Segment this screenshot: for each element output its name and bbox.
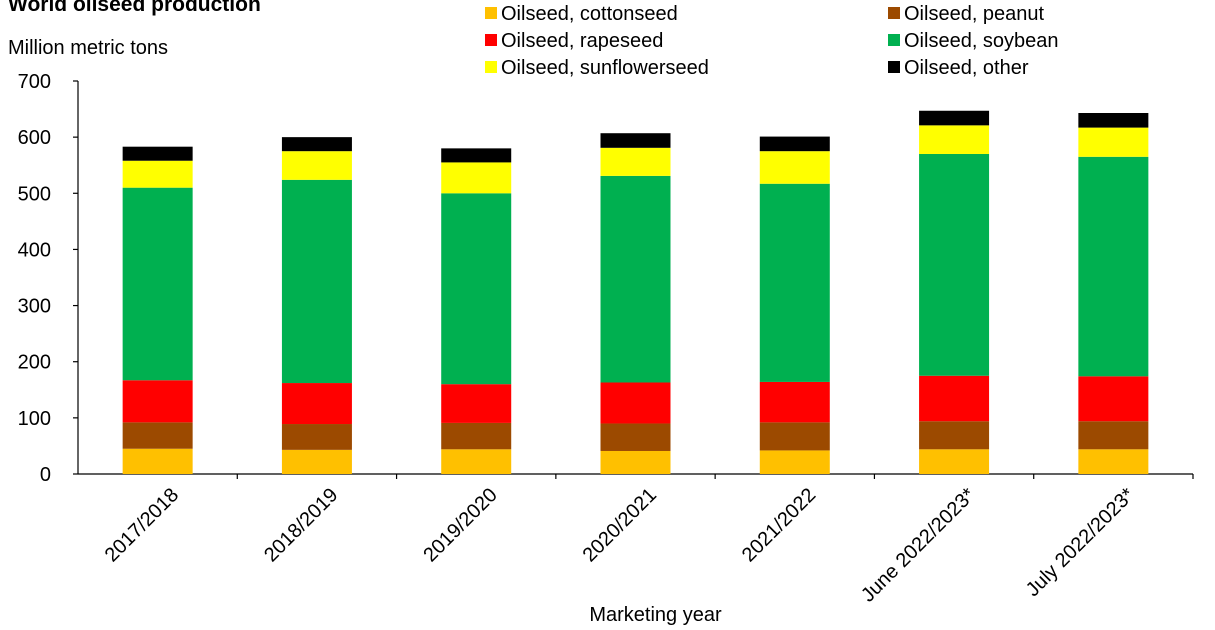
bar-segment-3-6 xyxy=(919,376,989,421)
bar-segment-2-3 xyxy=(441,423,511,449)
bar-segment-5-7 xyxy=(1078,128,1148,157)
bar-segment-5-4 xyxy=(601,148,671,176)
legend-label: Oilseed, rapeseed xyxy=(501,30,663,52)
y-tick-label: 100 xyxy=(18,408,51,430)
legend-label: Oilseed, cottonseed xyxy=(501,3,678,25)
bar-segment-1-3 xyxy=(441,449,511,474)
bar-segment-4-3 xyxy=(441,193,511,384)
bar-segment-5-6 xyxy=(919,125,989,154)
bar-segment-3-7 xyxy=(1078,376,1148,421)
bar-segment-4-2 xyxy=(282,180,352,383)
legend-swatch xyxy=(888,7,900,19)
bar-segment-6-6 xyxy=(919,111,989,126)
bar-segment-2-6 xyxy=(919,421,989,449)
y-tick-label: 200 xyxy=(18,352,51,374)
legend-swatch xyxy=(485,61,497,73)
legend-swatch xyxy=(485,7,497,19)
bar-segment-5-2 xyxy=(282,151,352,180)
bar-segment-4-7 xyxy=(1078,157,1148,377)
bar-segment-4-5 xyxy=(760,184,830,382)
x-tick-label: 2019/2020 xyxy=(419,484,501,566)
bar-segment-5-5 xyxy=(760,151,830,184)
bar-segment-1-5 xyxy=(760,450,830,474)
legend-swatch xyxy=(888,61,900,73)
bar-segment-2-1 xyxy=(123,422,193,448)
legend-swatch xyxy=(485,34,497,46)
y-tick-label: 400 xyxy=(18,239,51,261)
bar-segment-6-7 xyxy=(1078,113,1148,128)
bar-segment-2-2 xyxy=(282,424,352,450)
x-tick-label: July 2022/2023* xyxy=(1022,484,1139,601)
y-tick-label: 600 xyxy=(18,127,51,149)
y-tick-label: 500 xyxy=(18,183,51,205)
legend-label: Oilseed, sunflowerseed xyxy=(501,57,709,79)
bar-segment-3-2 xyxy=(282,383,352,424)
bar-segment-1-2 xyxy=(282,450,352,474)
bar-segment-6-3 xyxy=(441,148,511,162)
bar-segment-6-4 xyxy=(601,133,671,148)
legend-label: Oilseed, other xyxy=(904,57,1029,79)
bar-segment-6-2 xyxy=(282,137,352,151)
bar-segment-3-4 xyxy=(601,382,671,423)
bar-segment-4-4 xyxy=(601,176,671,383)
x-tick-label: 2020/2021 xyxy=(579,484,661,566)
bar-segment-3-1 xyxy=(123,380,193,422)
bar-segment-6-5 xyxy=(760,137,830,152)
bar-segment-2-5 xyxy=(760,422,830,450)
bar-segment-6-1 xyxy=(123,147,193,161)
legend-swatch xyxy=(888,34,900,46)
x-tick-label: June 2022/2023* xyxy=(857,484,980,607)
bar-segment-5-1 xyxy=(123,161,193,188)
bar-segment-1-4 xyxy=(601,451,671,474)
legend-label: Oilseed, soybean xyxy=(904,30,1059,52)
x-tick-label: 2017/2018 xyxy=(101,484,183,566)
bar-segment-1-7 xyxy=(1078,449,1148,474)
bar-segment-4-6 xyxy=(919,154,989,376)
bar-segment-1-6 xyxy=(919,449,989,474)
bar-segment-5-3 xyxy=(441,162,511,193)
y-tick-label: 300 xyxy=(18,296,51,318)
bar-segment-3-3 xyxy=(441,384,511,423)
bar-segment-2-4 xyxy=(601,423,671,451)
bar-segment-3-5 xyxy=(760,382,830,422)
y-tick-label: 700 xyxy=(18,71,51,93)
bar-segment-2-7 xyxy=(1078,421,1148,449)
x-tick-label: 2021/2022 xyxy=(738,484,820,566)
legend-label: Oilseed, peanut xyxy=(904,3,1045,25)
bar-segment-4-1 xyxy=(123,188,193,381)
y-tick-label: 0 xyxy=(40,464,51,486)
bar-segment-1-1 xyxy=(123,449,193,474)
x-tick-label: 2018/2019 xyxy=(260,484,342,566)
